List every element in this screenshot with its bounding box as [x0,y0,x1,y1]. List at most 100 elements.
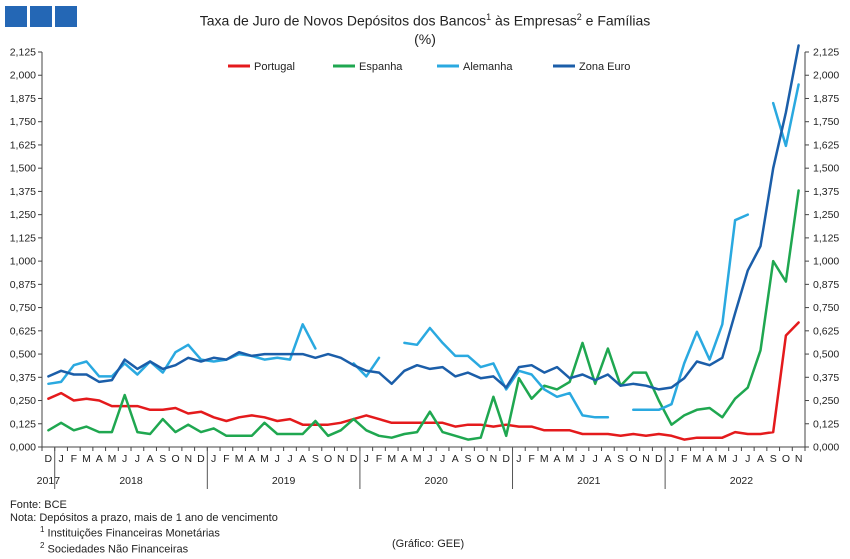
x-tick-label-month: J [135,453,140,465]
y-tick-label-left: 0,625 [10,325,36,337]
x-tick-label-month: D [502,453,510,465]
y-tick-label-right: 1,250 [813,209,839,221]
chart-notes: Fonte: BCE Nota: Depósitos a prazo, mais… [10,499,278,556]
x-tick-label-month: J [58,453,63,465]
x-tick-label-month: S [465,453,472,465]
source-note: Fonte: BCE [10,499,67,511]
x-tick-label-month: J [287,453,292,465]
chart-subtitle: (%) [414,30,436,47]
y-tick-label-right: 0,125 [813,418,839,430]
x-tick-label-month: J [122,453,127,465]
x-tick-label-month: M [718,453,727,465]
y-tick-label-left: 0,875 [10,279,36,291]
y-tick-label-left: 1,000 [10,256,36,268]
x-tick-label-month: S [312,453,319,465]
x-tick-label-month: O [324,453,332,465]
series-line-alemanha [47,83,800,419]
y-tick-label-left: 1,375 [10,186,36,198]
x-tick-label-month: F [71,453,77,465]
x-tick-label-month: S [617,453,624,465]
y-tick-label-left: 1,125 [10,232,36,244]
y-tick-label-left: 0,000 [10,442,36,454]
legend-label-zona-euro: Zona Euro [579,61,630,73]
series-line-zona-euro [47,44,800,391]
legend-label-espanha: Espanha [359,61,403,73]
y-tick-label-right: 0,250 [813,395,839,407]
x-tick-label-month: J [427,453,432,465]
y-tick-label-right: 0,375 [813,372,839,384]
y-tick-label-left: 1,750 [10,116,36,128]
x-tick-label-month: O [629,453,637,465]
x-tick-label-month: O [477,453,485,465]
x-tick-label-month: A [706,453,713,465]
y-tick-label-right: 1,375 [813,186,839,198]
y-tick-label-right: 0,875 [813,279,839,291]
x-tick-label-month: D [350,453,358,465]
general-note: Nota: Depósitos a prazo, mais de 1 ano d… [10,511,278,524]
x-tick-label-month: M [413,453,422,465]
y-tick-label-right: 0,500 [813,349,839,361]
x-tick-label-month: F [681,453,687,465]
y-tick-label-right: 1,500 [813,163,839,175]
x-tick-label-month: J [364,453,369,465]
x-tick-label-month: S [770,453,777,465]
x-tick-label-month: J [593,453,598,465]
y-tick-label-right: 2,000 [813,70,839,82]
logo-block-2 [30,6,52,27]
gee-logo [5,6,77,27]
x-tick-label-year: 2019 [272,475,296,487]
x-tick-label-month: N [642,453,650,465]
x-tick-label-month: M [235,453,244,465]
x-tick-label-month: M [565,453,574,465]
y-tick-label-left: 0,250 [10,395,36,407]
x-tick-label-year: 2017 [37,475,61,487]
logo-block-1 [5,6,27,27]
x-tick-label-month: J [745,453,750,465]
y-tick-label-right: 1,750 [813,116,839,128]
y-tick-label-left: 0,750 [10,302,36,314]
x-tick-label-month: A [401,453,408,465]
x-tick-label-month: M [387,453,396,465]
x-tick-label-month: N [490,453,498,465]
x-tick-label-month: J [669,453,674,465]
x-tick-label-month: J [440,453,445,465]
x-tick-label-month: D [45,453,53,465]
y-tick-label-right: 1,000 [813,256,839,268]
x-tick-label-year: 2021 [577,475,601,487]
logo-block-3 [55,6,77,27]
x-tick-label-month: A [299,453,306,465]
x-tick-label-month: J [580,453,585,465]
chart-title: Taxa de Juro de Novos Depósitos dos Banc… [0,8,850,48]
y-tick-label-left: 2,125 [10,47,36,59]
x-tick-label-month: A [604,453,611,465]
y-tick-label-left: 0,375 [10,372,36,384]
x-tick-label-month: J [732,453,737,465]
legend-label-alemanha: Alemanha [463,61,513,73]
x-tick-label-month: N [184,453,192,465]
y-tick-label-right: 0,625 [813,325,839,337]
x-tick-label-month: M [540,453,549,465]
y-tick-label-right: 0,750 [813,302,839,314]
x-tick-label-month: A [96,453,103,465]
footnote-2: 2 Sociedades Não Financeiras [40,541,189,556]
y-tick-label-right: 0,000 [813,442,839,454]
x-tick-label-month: O [171,453,179,465]
x-tick-label-month: D [655,453,663,465]
x-tick-label-month: A [248,453,255,465]
x-tick-label-month: F [376,453,382,465]
y-tick-label-left: 0,125 [10,418,36,430]
y-tick-label-right: 2,125 [813,47,839,59]
x-tick-label-year: 2020 [425,475,449,487]
y-tick-label-left: 1,625 [10,139,36,151]
series-line-espanha [47,189,800,441]
x-tick-label-month: M [82,453,91,465]
x-tick-label-month: F [223,453,229,465]
x-tick-label-month: M [108,453,117,465]
x-tick-label-month: M [693,453,702,465]
y-tick-label-left: 1,250 [10,209,36,221]
y-tick-label-left: 2,000 [10,70,36,82]
x-tick-label-month: A [554,453,561,465]
y-tick-label-right: 1,125 [813,232,839,244]
y-tick-label-left: 1,500 [10,163,36,175]
x-tick-label-month: M [260,453,269,465]
